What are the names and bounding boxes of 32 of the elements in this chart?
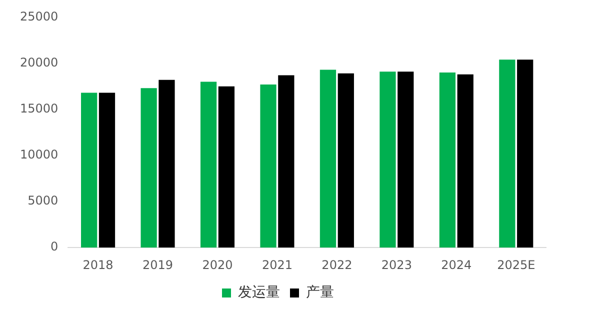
bar: [439, 72, 456, 248]
bar: [320, 70, 336, 248]
y-tick-label: 5000: [28, 194, 58, 208]
bar: [499, 60, 516, 248]
y-tick-label: 0: [50, 240, 58, 254]
bar: [98, 92, 116, 248]
bar: [517, 60, 534, 248]
bar: [200, 82, 217, 248]
bar: [398, 72, 414, 248]
bar: [260, 84, 276, 248]
y-tick-label: 10000: [20, 148, 58, 162]
y-tick-label: 15000: [20, 101, 58, 116]
x-tick-label: 2024: [441, 258, 472, 272]
bar: [218, 86, 235, 248]
bar: [380, 72, 396, 248]
x-tick-label: 2022: [322, 258, 352, 272]
y-tick-label: 25000: [20, 9, 58, 24]
legend-label: 产量: [306, 284, 334, 301]
x-tick-label: 2025E: [497, 258, 536, 272]
bar: [81, 92, 98, 248]
x-tick-label: 2019: [142, 258, 174, 272]
x-tick-label: 2023: [381, 258, 412, 272]
bar: [158, 80, 175, 248]
bar: [278, 75, 294, 248]
x-tick-label: 2021: [262, 258, 292, 272]
x-tick-label: 2020: [202, 258, 233, 272]
bar: [457, 74, 474, 248]
y-tick-label: 20000: [20, 55, 58, 70]
bar: [140, 88, 157, 248]
x-tick-label: 2018: [82, 258, 114, 272]
legend-label: 发运量: [238, 284, 280, 301]
bar: [338, 73, 354, 248]
